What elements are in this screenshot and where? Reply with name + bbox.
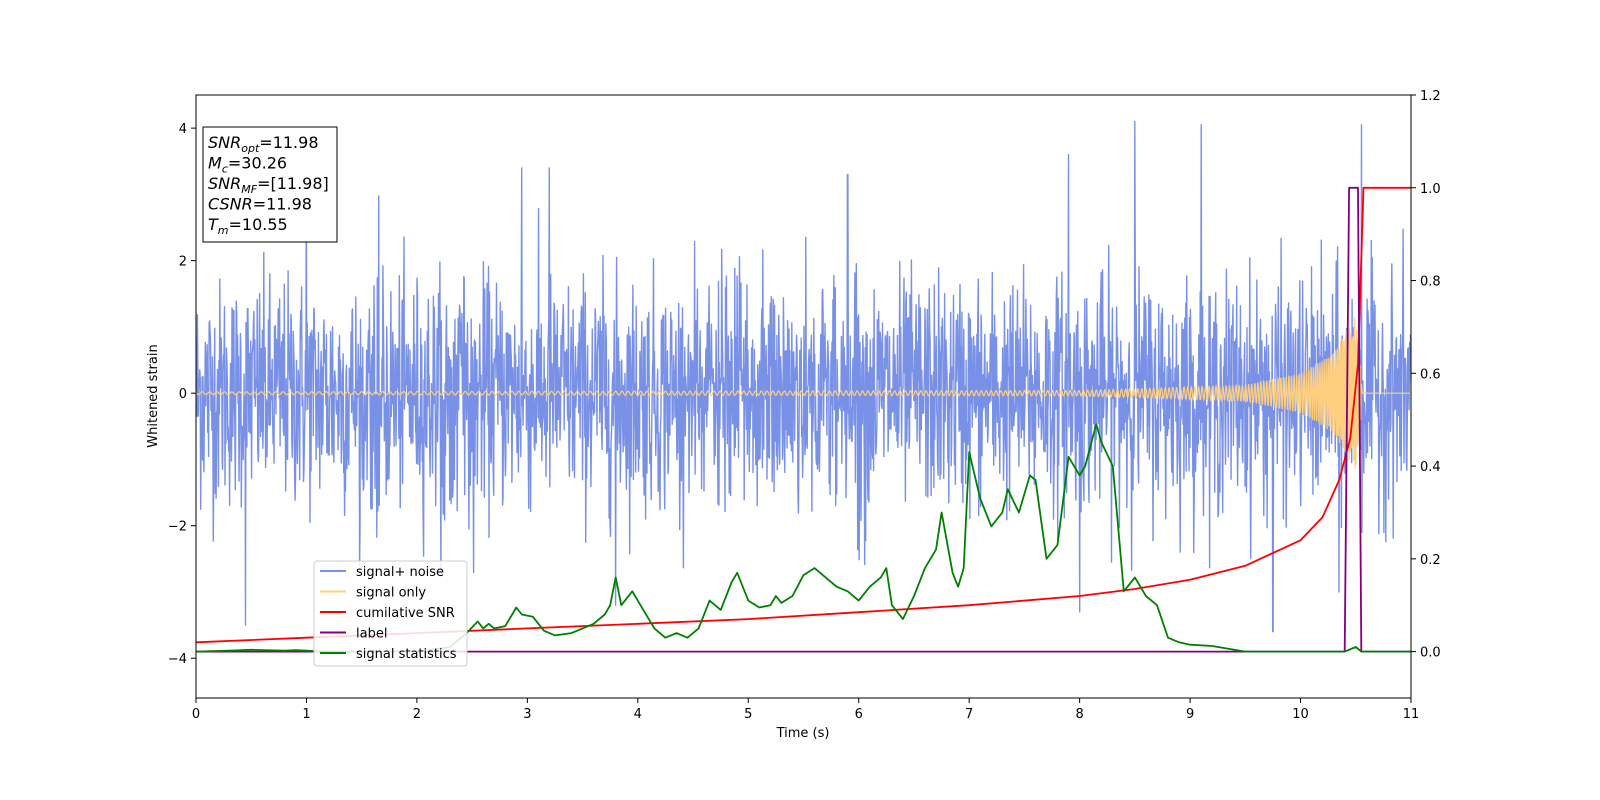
y-right-tick-label: 0.2 [1420,553,1441,568]
legend-frame [313,560,468,667]
series-line-cumilative-snr [196,186,1411,644]
legend-entry-label: signal only [356,586,426,601]
info-box-frame [202,126,338,243]
x-tick-label: 4 [634,707,642,722]
info-box-line: Mc=30.26 [208,154,287,176]
legend-entry-label: label [356,627,387,642]
info-box-line: CSNR=11.98 [208,195,312,214]
x-tick-label: 5 [744,707,752,722]
series-line-signal-statistics [196,423,1411,653]
y-right-tick-label: 0.8 [1420,275,1441,290]
x-tick-label: 6 [855,707,863,722]
y-right-tick-label: 1.2 [1420,89,1441,104]
y-left-tick-label: 4 [179,122,187,137]
x-tick-label: 2 [413,707,421,722]
y-axis-label: Whitened strain [146,344,161,447]
y-left-tick-label: −2 [168,520,187,535]
legend-entry-label: cumilative SNR [356,606,455,621]
x-tick-label: 1 [302,707,310,722]
series-line-signal-only [196,317,1411,469]
y-left-tick-label: −4 [168,652,187,667]
x-tick-label: 7 [965,707,973,722]
y-right-tick-label: 0.0 [1420,646,1441,661]
info-box-line: SNRopt=11.98 [208,133,319,155]
x-tick-label: 9 [1186,707,1194,722]
legend-entry-label: signal+ noise [356,565,444,580]
x-tick-label: 11 [1403,707,1420,722]
y-left-axis-ticks: −4 −2 0 2 4 [168,122,196,667]
info-box: SNRopt=11.98Mc=30.26SNRMF=[11.98]CSNR=11… [202,126,338,243]
y-right-tick-label: 0.4 [1420,460,1441,475]
plot-frame [195,94,1412,699]
info-box-line: SNRMF=[11.98] [208,174,329,196]
x-tick-label: 3 [523,707,531,722]
series-layer [196,120,1411,653]
legend-entry-label: signal statistics [356,647,457,662]
x-axis-ticks: 0 1 2 3 4 5 6 7 8 9 10 11 [192,698,1419,722]
info-box-line: Tm=10.55 [208,215,288,237]
y-right-tick-label: 1.0 [1420,182,1441,197]
y-right-axis-ticks: 0.0 0.2 0.4 0.6 0.8 1.0 1.2 [1411,89,1441,661]
x-tick-label: 8 [1075,707,1083,722]
x-axis-label: Time (s) [776,726,830,741]
legend: signal+ noise signal only cumilative SNR la… [313,560,468,667]
y-right-tick-label: 0.6 [1420,367,1441,382]
y-left-tick-label: 2 [179,255,187,270]
x-tick-label: 0 [192,707,200,722]
y-left-tick-label: 0 [179,387,187,402]
x-tick-label: 10 [1292,707,1309,722]
